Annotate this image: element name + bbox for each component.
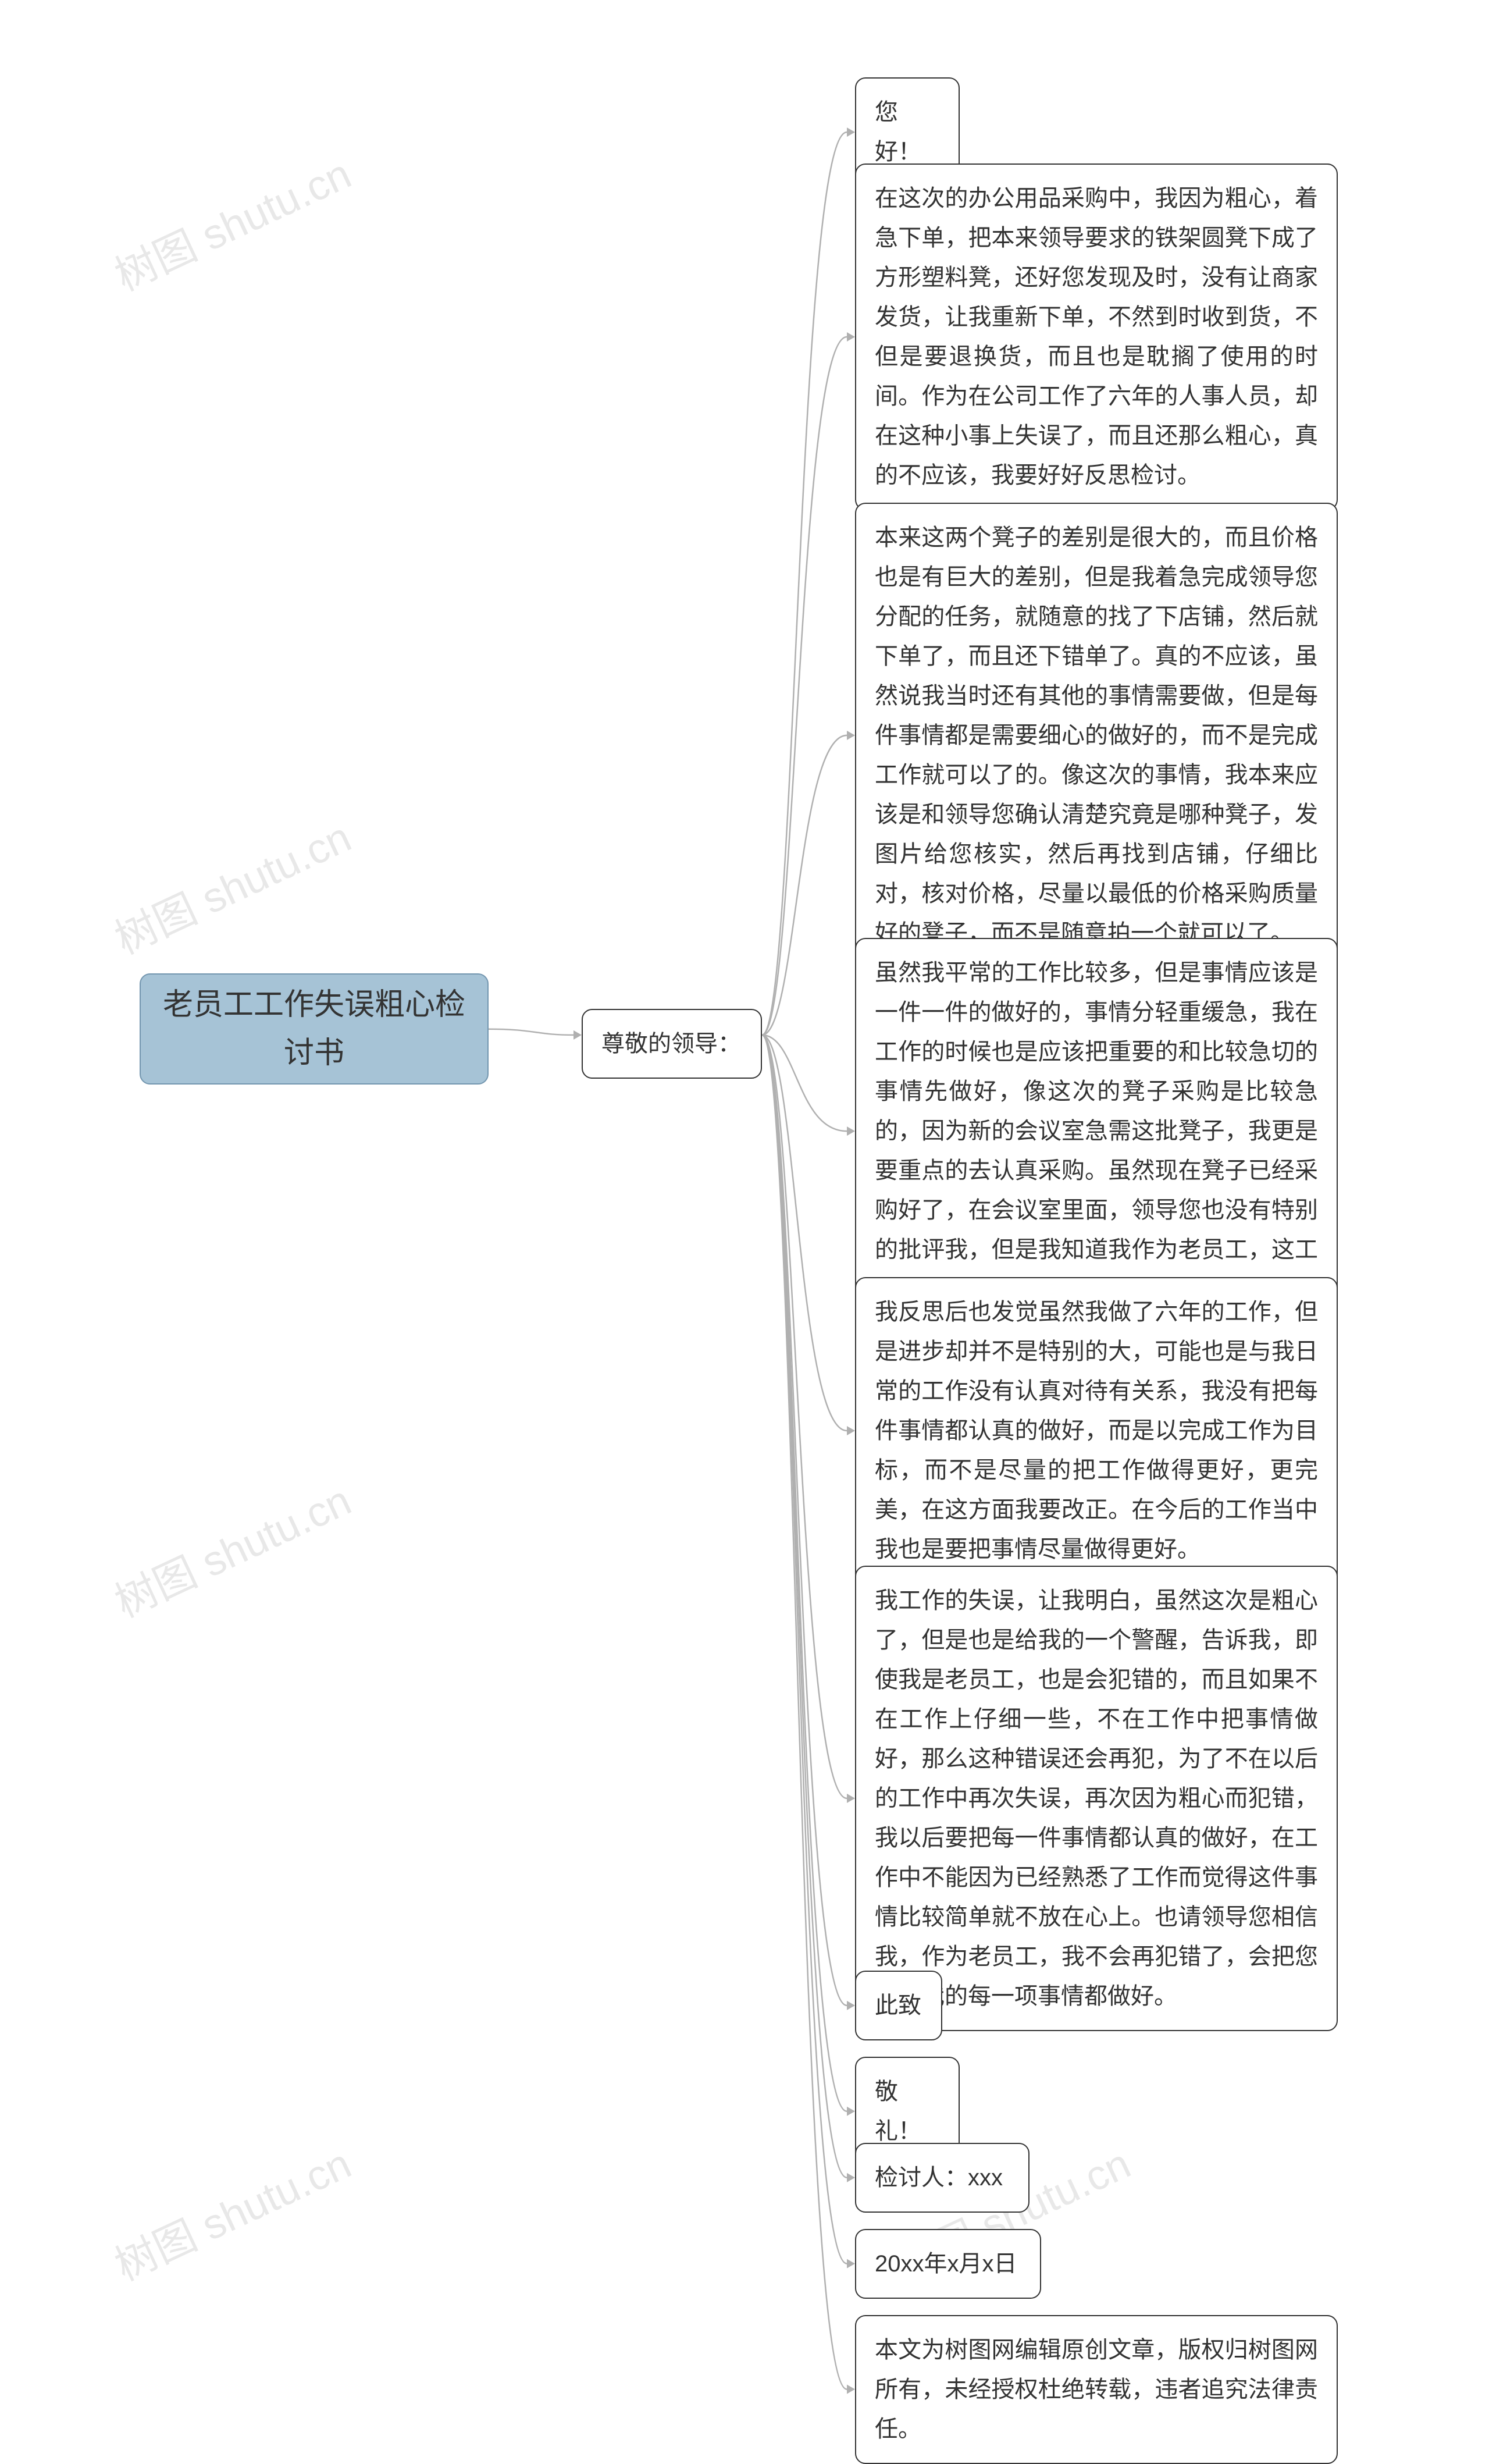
watermark-text: 树图 shutu.cn <box>108 2141 358 2290</box>
leaf-node[interactable]: 虽然我平常的工作比较多，但是事情应该是一件一件的做好的，事情分轻重缓急，我在工作… <box>855 938 1338 1324</box>
branch-text: 尊敬的领导： <box>601 1031 741 1057</box>
leaf-text: 检讨人：xxx <box>875 2165 1003 2191</box>
leaf-text: 我反思后也发觉虽然我做了六年的工作，但是进步却并不是特别的大，可能也是与我日常的… <box>875 1299 1318 1562</box>
leaf-node[interactable]: 本文为树图网编辑原创文章，版权归树图网所有，未经授权杜绝转载，违者追究法律责任。 <box>855 2315 1338 2464</box>
leaf-text: 此致 <box>875 1993 921 2018</box>
leaf-node[interactable]: 检讨人：xxx <box>855 2143 1030 2213</box>
leaf-text: 本来这两个凳子的差别是很大的，而且价格也是有巨大的差别，但是我着急完成领导您分配… <box>875 525 1318 946</box>
watermark: 树图 shutu.cn <box>104 2130 359 2293</box>
mindmap-canvas: 树图 shutu.cn 树图 shutu.cn 树图 shutu.cn 树图 s… <box>0 0 1489 2442</box>
watermark-text: 树图 shutu.cn <box>108 151 358 300</box>
watermark-text: 树图 shutu.cn <box>108 814 358 963</box>
watermark: 树图 shutu.cn <box>104 1467 359 1630</box>
watermark: 树图 shutu.cn <box>104 803 359 966</box>
root-text: 老员工工作失误粗心检讨书 <box>158 981 470 1078</box>
leaf-text: 敬礼！ <box>875 2079 921 2144</box>
leaf-text: 本文为树图网编辑原创文章，版权归树图网所有，未经授权杜绝转载，违者追究法律责任。 <box>875 2337 1318 2442</box>
branch-node[interactable]: 尊敬的领导： <box>582 1009 762 1079</box>
leaf-text: 在这次的办公用品采购中，我因为粗心，着急下单，把本来领导要求的铁架圆凳下成了方形… <box>875 186 1318 488</box>
leaf-node[interactable]: 在这次的办公用品采购中，我因为粗心，着急下单，把本来领导要求的铁架圆凳下成了方形… <box>855 163 1338 510</box>
leaf-node[interactable]: 20xx年x月x日 <box>855 2229 1041 2299</box>
leaf-node[interactable]: 此致 <box>855 1971 942 2040</box>
leaf-text: 20xx年x月x日 <box>875 2251 1017 2277</box>
leaf-text: 您好！ <box>875 99 921 165</box>
leaf-node[interactable]: 我工作的失误，让我明白，虽然这次是粗心了，但是也是给我的一个警醒，告诉我，即使我… <box>855 1566 1338 2031</box>
watermark-text: 树图 shutu.cn <box>108 1477 358 1627</box>
root-node[interactable]: 老员工工作失误粗心检讨书 <box>140 973 489 1085</box>
leaf-text: 虽然我平常的工作比较多，但是事情应该是一件一件的做好的，事情分轻重缓急，我在工作… <box>875 960 1318 1302</box>
leaf-node[interactable]: 我反思后也发觉虽然我做了六年的工作，但是进步却并不是特别的大，可能也是与我日常的… <box>855 1277 1338 1584</box>
watermark: 树图 shutu.cn <box>104 140 359 303</box>
leaf-text: 我工作的失误，让我明白，虽然这次是粗心了，但是也是给我的一个警醒，告诉我，即使我… <box>875 1588 1318 2009</box>
leaf-node[interactable]: 本来这两个凳子的差别是很大的，而且价格也是有巨大的差别，但是我着急完成领导您分配… <box>855 503 1338 968</box>
